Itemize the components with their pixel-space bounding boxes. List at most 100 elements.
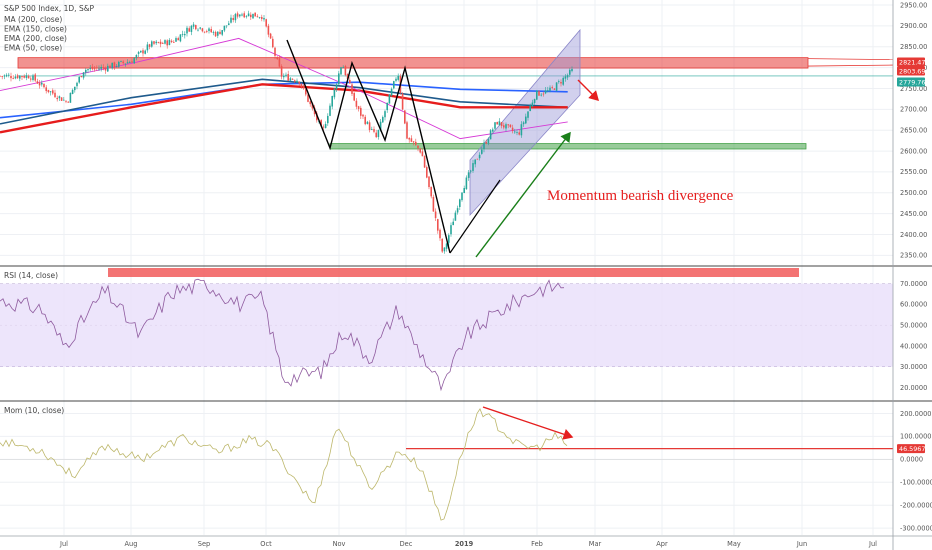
price-tick-label: 2500.00 [900,189,927,197]
candle-body [82,72,85,78]
resistance-zone[interactable] [17,57,809,69]
candle-body [349,79,351,84]
candle-body [184,34,186,36]
price-tag[interactable]: 2803.69 [897,66,925,76]
time-tick-label: May [727,540,741,548]
candle-body [492,129,494,132]
candle-body [1,76,3,77]
candle-body [256,16,259,18]
mom-tick-label: -200.0000 [900,501,932,509]
candle-body [434,211,437,219]
green-arrow[interactable] [475,131,571,258]
candle-body [509,124,512,128]
candle-body [327,115,329,124]
candle-body [278,57,281,67]
legend-entry[interactable]: EMA (150, close) [4,25,67,34]
candle-body [452,221,454,226]
candle-body [423,156,426,168]
candle-body [470,170,472,172]
candle-body [571,68,573,72]
time-tick-label: Apr [656,540,668,548]
candle-body [483,142,485,150]
price-drawings[interactable]: Momentum bearish divergence [286,39,734,258]
candle-body [443,247,446,252]
candle-body [225,25,228,27]
candle-body [540,94,542,96]
rsi-overbought-zone[interactable] [108,268,799,277]
candle-body [366,121,369,124]
legend-entry[interactable]: EMA (200, close) [4,34,67,43]
time-tick-label: 2019 [455,540,474,548]
legend-entry[interactable]: EMA (50, close) [4,44,62,53]
momentum-panel [0,406,893,521]
candle-body [456,208,459,213]
candle-body [439,229,441,239]
candle-body [564,76,567,79]
candle-body [129,61,131,63]
price-tag[interactable]: 2779.76 [897,77,925,87]
candle-body [428,176,430,188]
candle-body [181,33,184,35]
candle-body [311,103,314,109]
price-tick-label: 2600.00 [900,147,927,155]
candle-body [214,31,217,37]
candle-body [162,43,164,44]
mom-tick-label: -100.0000 [900,479,932,487]
candle-body [291,78,294,80]
candle-body [503,125,505,128]
candle-body [342,67,344,69]
candle-body [190,25,193,32]
candle-body [49,91,52,93]
candle-body [45,87,47,92]
candle-body [454,212,457,221]
candle-body [188,28,190,32]
mom-price-tag[interactable]: 46.5967 [897,444,925,454]
mom-tick-label: 100.0000 [900,433,931,441]
mom-tick-label: 0.0000 [900,456,923,464]
momentum-title: Mom (10, close) [4,406,64,415]
candle-body [63,99,65,101]
candle-body [250,14,252,18]
candle-body [43,84,45,88]
candle-body [401,93,404,110]
candle-body [36,81,39,84]
red-arrow-price[interactable] [577,79,599,101]
candle-body [459,199,461,207]
candle-body [245,15,248,17]
candle-body [217,31,219,36]
candle-body [485,142,487,144]
candle-body [357,106,360,109]
price-tick-label: 2900.00 [900,22,927,30]
legend-entry[interactable]: MA (200, close) [4,15,62,24]
candle-body [489,130,492,140]
candle-body [419,148,421,153]
candle-body [267,25,270,35]
candle-body [74,86,76,91]
candle-body [157,41,160,43]
support-zone[interactable] [329,143,807,150]
candle-body [426,167,428,178]
candle-body [555,82,558,91]
candle-body [412,141,415,143]
candle-body [47,89,50,93]
red-arrow-momentum[interactable] [482,406,574,440]
candle-body [261,17,263,19]
w-pattern-line[interactable] [286,39,451,254]
rsi-tick-label: 40.0000 [900,342,927,350]
candle-body [375,132,377,138]
candle-body [496,122,498,125]
mom-tag-text: 46.5967 [899,445,925,453]
candle-body [437,219,439,231]
lower-trend-line[interactable] [449,179,501,254]
candle-body [467,172,470,178]
candle-body [536,90,538,100]
price-tag[interactable]: 2821.47 [897,57,925,67]
candle-body [122,61,124,64]
candle-body [507,124,509,126]
mom-tag-bg [897,444,925,454]
divergence-annotation: Momentum bearish divergence [547,188,734,204]
candle-body [373,129,375,132]
candle-body [120,60,122,62]
